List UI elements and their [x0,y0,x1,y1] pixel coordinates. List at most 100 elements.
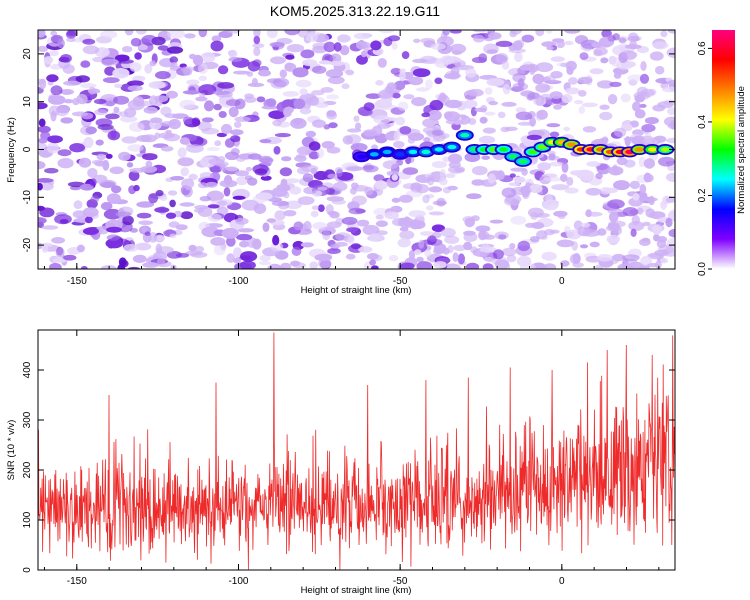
noise-blob [495,40,513,48]
noise-blob [270,56,286,65]
x-tick-label: -150 [67,576,87,587]
noise-blob [327,76,345,85]
noise-blob [38,125,51,133]
noise-blob [293,98,306,110]
noise-blob [393,141,405,148]
noise-blob [142,262,159,268]
noise-blob [618,37,627,44]
noise-blob [425,79,433,90]
noise-blob [311,205,320,210]
noise-blob [285,54,295,60]
noise-blob [428,109,442,121]
y-tick-label: -10 [22,190,33,205]
noise-blob [647,263,660,268]
noise-blob [475,225,491,232]
noise-blob [258,69,271,77]
noise-blob [497,111,506,119]
noise-blob [63,80,81,86]
noise-blob [542,75,556,84]
noise-blob [667,30,675,34]
noise-blob [128,170,140,182]
noise-blob [105,113,120,120]
noise-blob [271,200,289,207]
noise-blob [38,160,46,170]
noise-blob [399,68,406,75]
noise-blob [510,86,525,92]
noise-blob [200,52,216,63]
noise-blob [632,193,640,201]
noise-blob [439,168,446,180]
noise-blob [141,134,157,143]
noise-blob [397,101,409,111]
noise-blob [228,57,243,62]
noise-blob [82,45,100,55]
noise-blob [576,170,595,180]
noise-blob [76,244,85,253]
noise-blob [526,134,542,141]
noise-blob [606,234,621,244]
noise-blob [302,173,314,183]
noise-blob [350,243,361,250]
noise-blob [415,184,430,194]
noise-blob [509,243,516,250]
noise-blob [60,117,73,124]
noise-blob [230,129,244,136]
noise-blob [132,96,145,107]
noise-blob [613,71,622,79]
noise-blob [63,254,77,261]
noise-blob [134,242,152,251]
noise-blob [371,144,379,151]
noise-blob [96,153,107,161]
x-tick-label: 0 [559,276,565,287]
noise-blob [111,185,122,194]
noise-blob [67,181,85,188]
noise-blob [596,163,611,175]
noise-blob [326,146,341,154]
noise-blob [62,64,75,74]
noise-blob [228,106,239,118]
noise-blob [629,180,641,190]
noise-blob [620,50,638,60]
noise-blob [465,262,480,269]
noise-blob [177,147,187,159]
noise-blob [521,34,535,43]
noise-blob [509,30,522,35]
noise-blob [317,148,325,159]
noise-blob [345,69,355,76]
noise-blob [124,30,134,36]
noise-blob [448,165,466,174]
noise-blob [391,174,398,181]
noise-blob [479,116,488,124]
snr-y-label: SNR (10 * v/v) [6,420,17,481]
noise-blob [148,193,159,204]
noise-blob [640,61,647,71]
noise-blob [387,35,401,42]
noise-blob [234,116,251,122]
noise-blob [515,111,533,121]
noise-blob [213,103,222,111]
noise-blob [247,82,265,87]
noise-blob [283,210,297,217]
noise-blob [244,96,257,103]
noise-blob [213,244,226,256]
noise-blob [661,86,675,93]
noise-blob [39,207,55,218]
noise-blob [626,61,636,68]
noise-blob [624,136,631,147]
noise-blob [191,117,201,127]
noise-blob [658,244,674,255]
noise-blob [127,144,144,152]
noise-blob [390,205,403,213]
noise-blob [416,261,433,269]
noise-blob [48,105,60,117]
noise-blob [240,251,258,262]
noise-blob [312,119,326,128]
noise-blob [217,82,235,89]
noise-blob [118,151,131,161]
noise-blob [284,30,301,36]
noise-blob [391,197,401,203]
noise-blob [284,62,294,70]
noise-blob [433,248,442,255]
noise-blob [305,130,316,138]
